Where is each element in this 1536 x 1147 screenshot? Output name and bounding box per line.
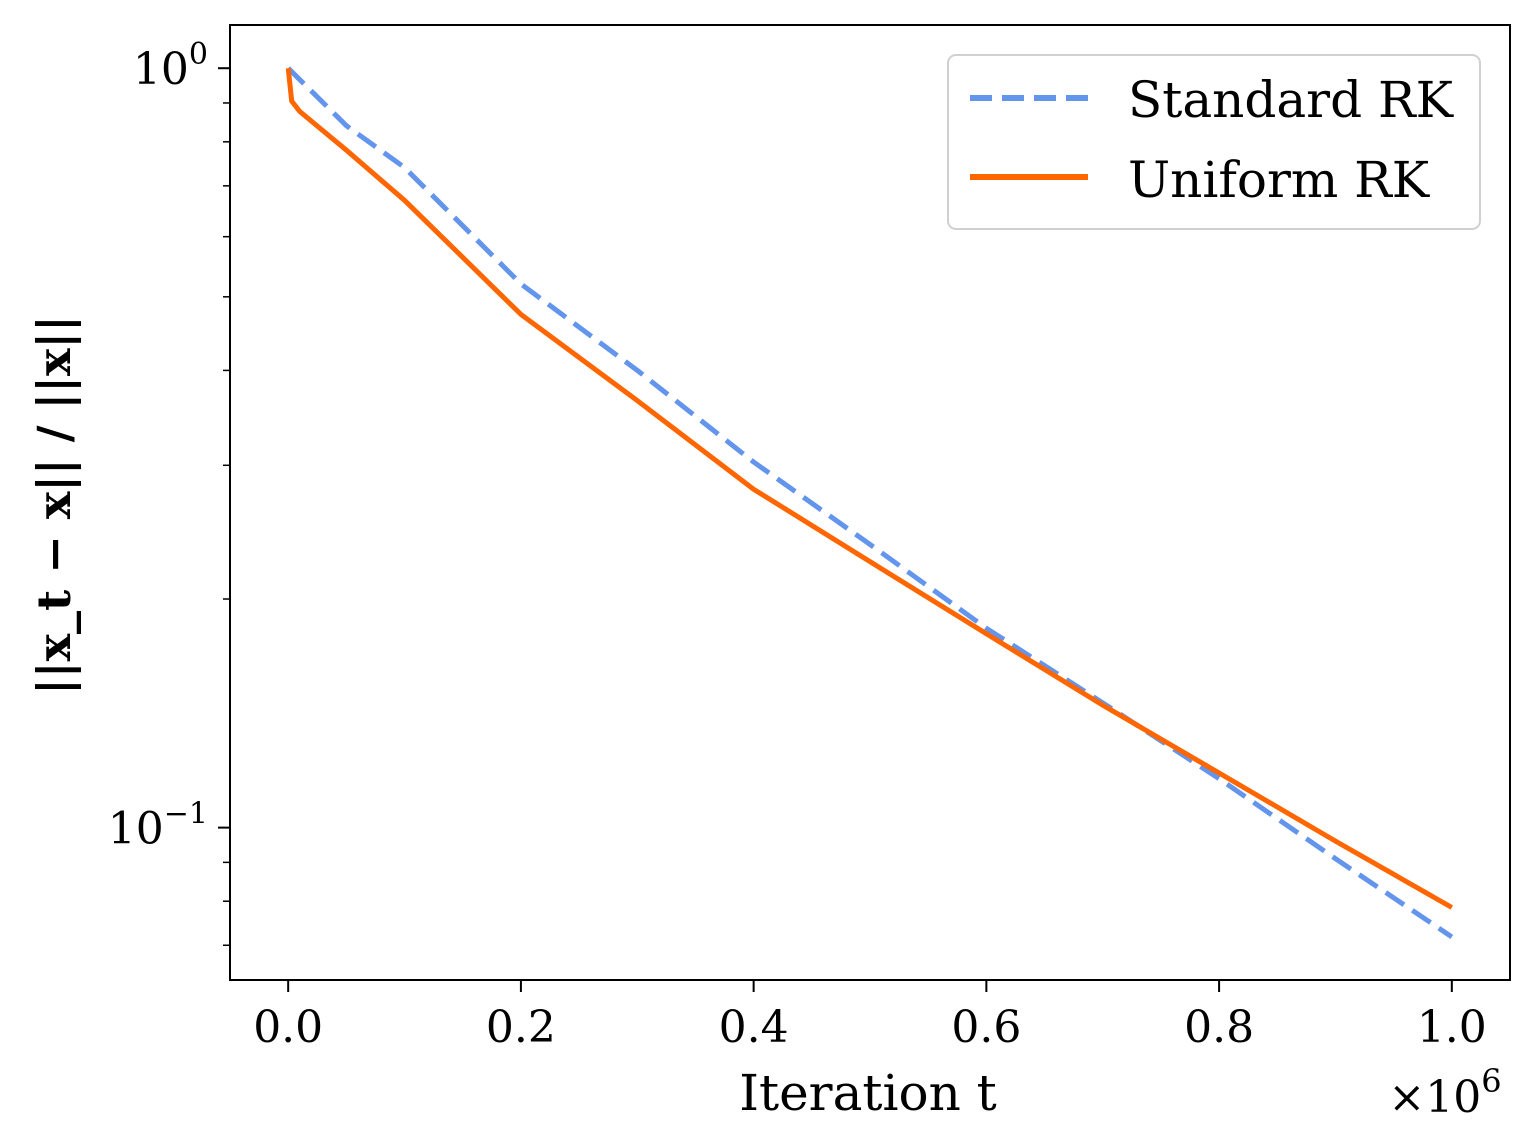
legend-label-standard-rk: Standard RK [1128,71,1455,129]
x-multiplier-label: ×106 [1388,1062,1501,1123]
y-tick-label: 10−1 [108,797,208,855]
legend-label-uniform-rk: Uniform RK [1128,151,1431,209]
x-tick-label: 0.2 [486,1002,556,1053]
plot-frame [229,24,1511,981]
x-tick-label: 0.4 [719,1002,789,1053]
x-tick-label: 0.6 [951,1002,1021,1053]
series-line-standard-rk [286,66,1454,939]
legend: Standard RK Uniform RK [947,54,1481,230]
x-tick-label: 0.8 [1184,1002,1254,1053]
series-line-uniform-rk [285,67,1454,910]
x-tick-label: 1.0 [1417,1002,1487,1053]
y-axis-label: ||x_t − x|| / ||x|| [27,315,81,695]
x-tick-label: 0.0 [253,1002,323,1053]
x-axis-label: Iteration t [739,1064,997,1122]
y-tick-label: 100 [133,37,208,95]
